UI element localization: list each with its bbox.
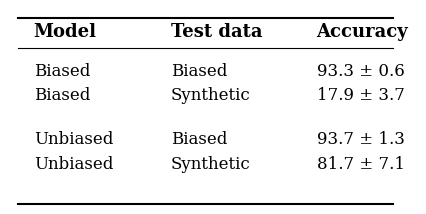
Text: 93.3 ± 0.6: 93.3 ± 0.6 — [317, 62, 404, 80]
Text: 93.7 ± 1.3: 93.7 ± 1.3 — [317, 131, 404, 148]
Text: Unbiased: Unbiased — [34, 131, 113, 148]
Text: Biased: Biased — [171, 62, 227, 80]
Text: 17.9 ± 3.7: 17.9 ± 3.7 — [317, 87, 404, 104]
Text: Accuracy: Accuracy — [317, 23, 409, 41]
Text: Biased: Biased — [34, 87, 90, 104]
Text: Synthetic: Synthetic — [171, 156, 251, 172]
Text: Model: Model — [34, 23, 97, 41]
Text: Biased: Biased — [171, 131, 227, 148]
Text: Test data: Test data — [171, 23, 262, 41]
Text: 81.7 ± 7.1: 81.7 ± 7.1 — [317, 156, 405, 172]
Text: Unbiased: Unbiased — [34, 156, 113, 172]
Text: Synthetic: Synthetic — [171, 87, 251, 104]
Text: Biased: Biased — [34, 62, 90, 80]
